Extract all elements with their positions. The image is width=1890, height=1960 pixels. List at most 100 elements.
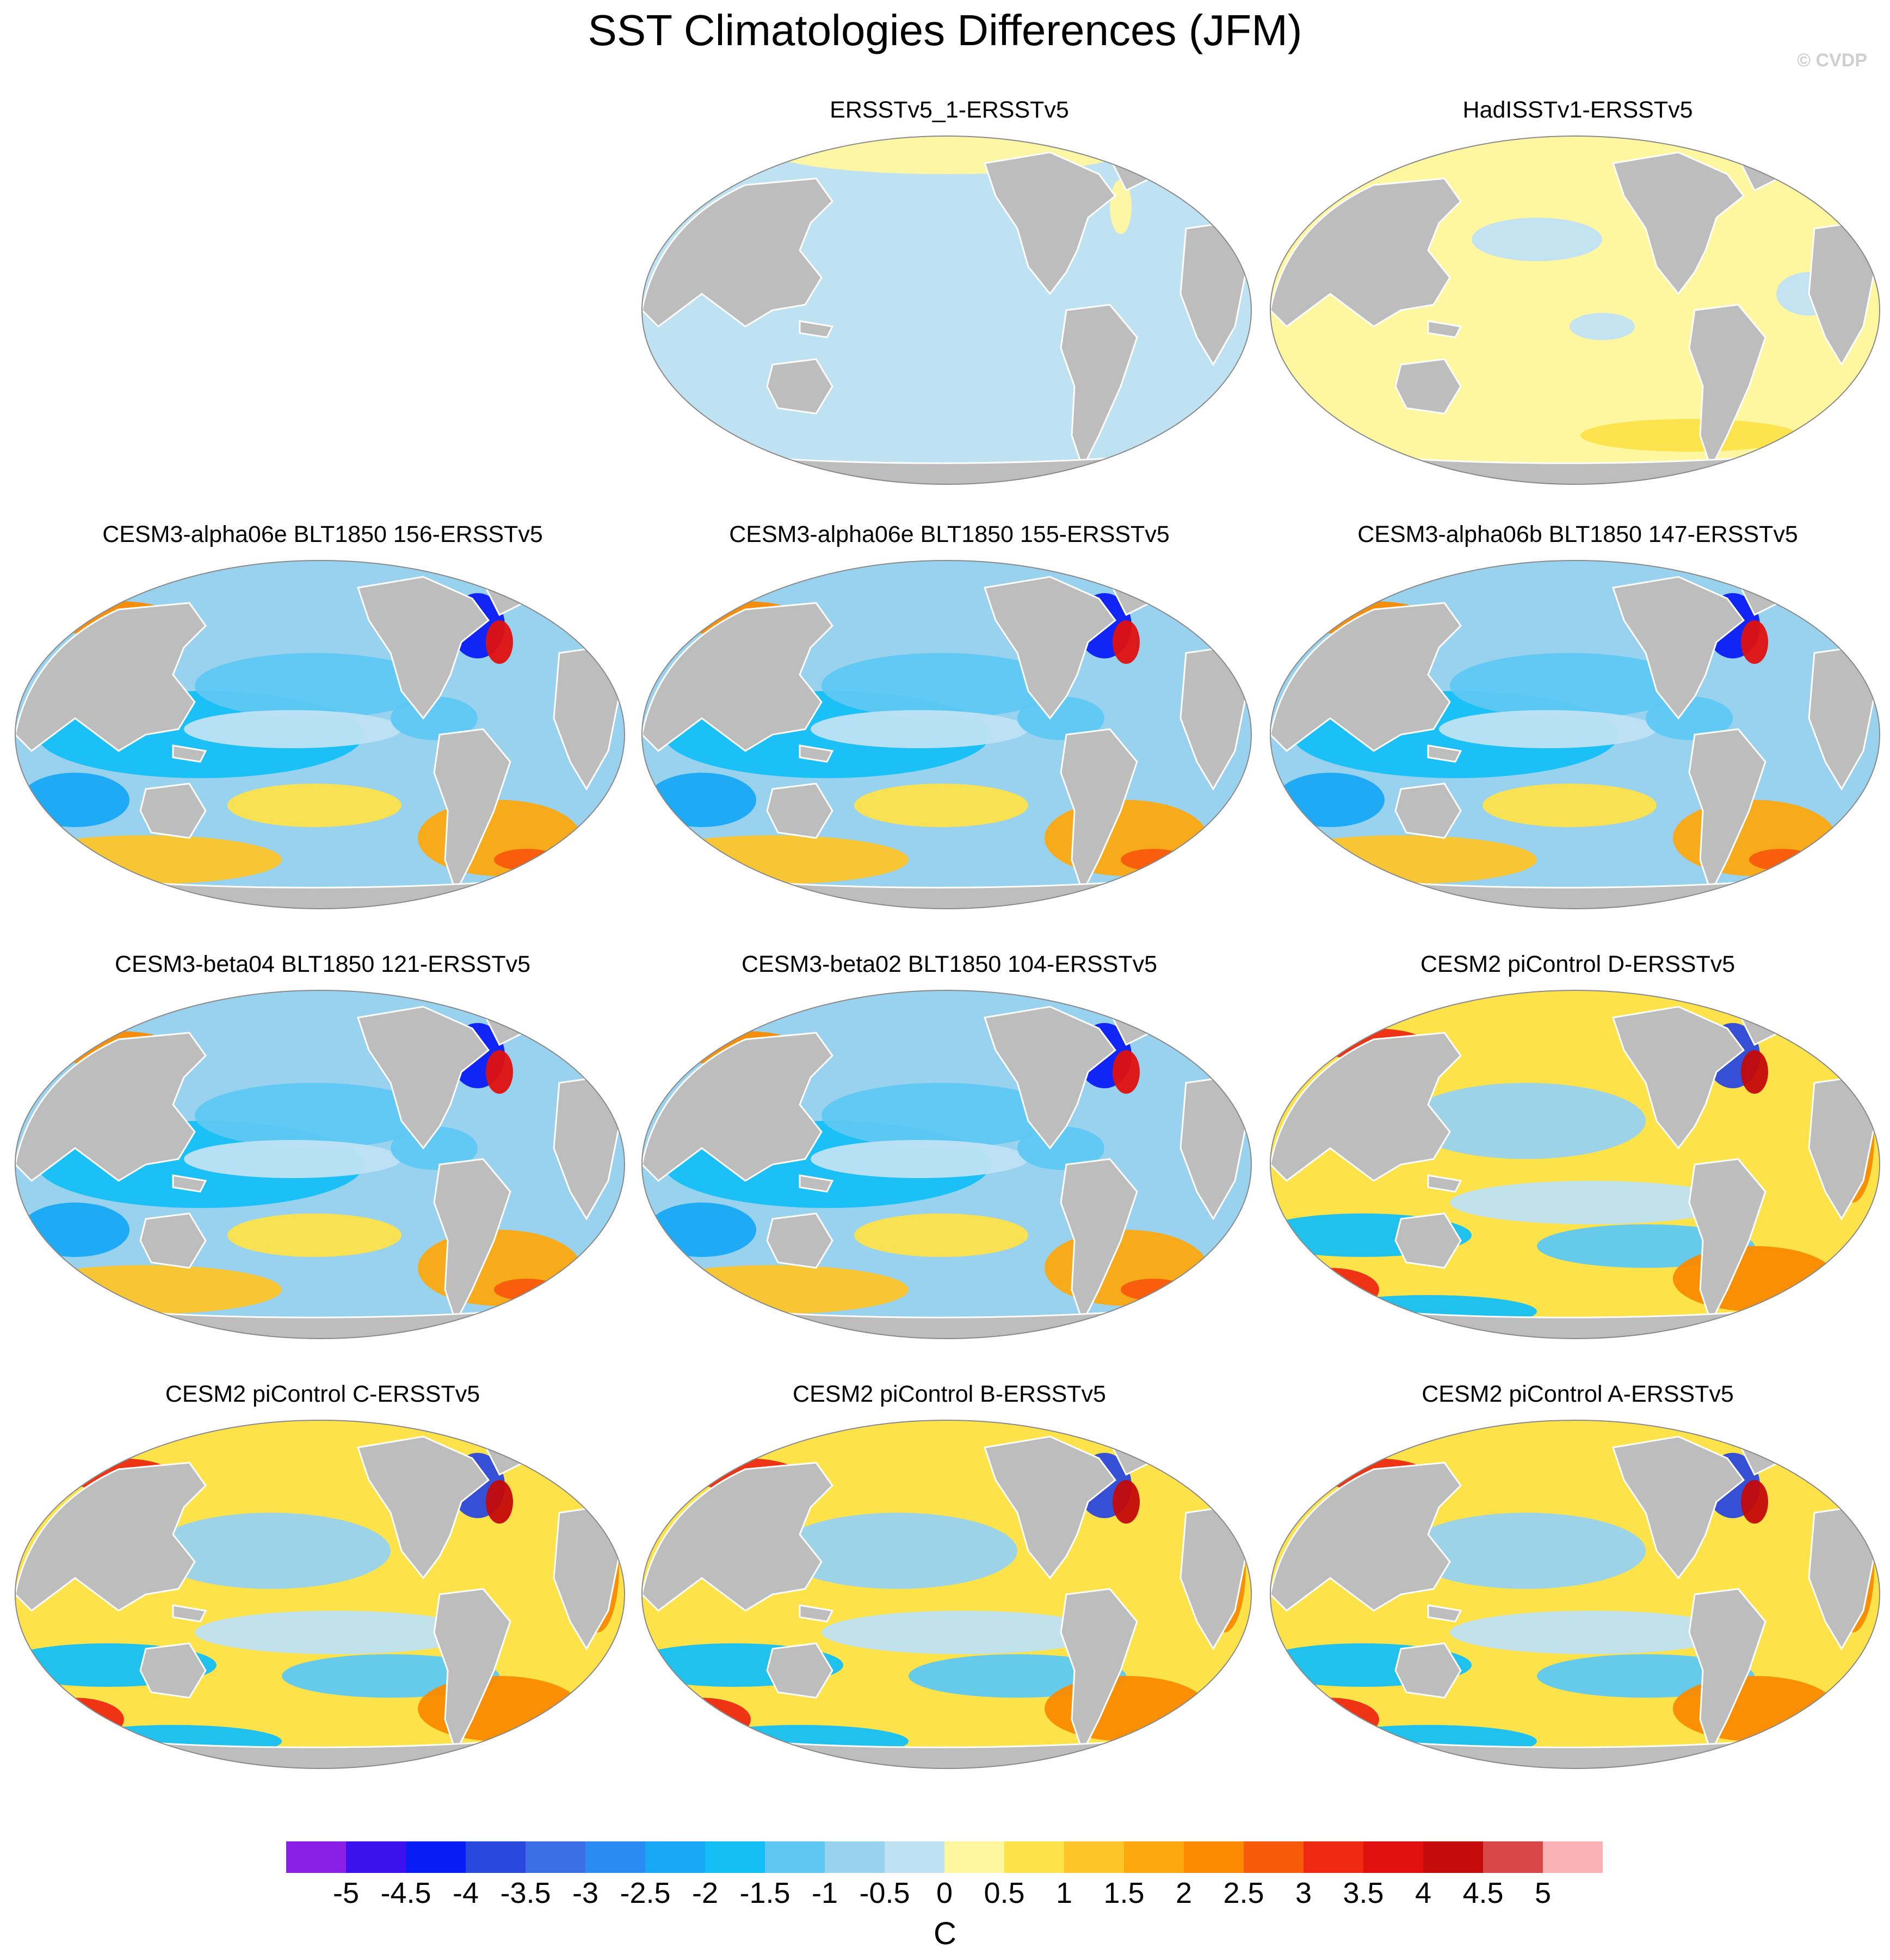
colorbar-tick-label: -3 [572,1877,599,1909]
anomaly-region [1045,1676,1208,1741]
land-mass [766,1642,833,1699]
colorbar-swatch [466,1841,526,1873]
map-panel: CESM2 piControl B-ERSSTv5 [637,1381,1262,1795]
map-outline [1270,1420,1880,1769]
panel-title: CESM2 piControl B-ERSSTv5 [793,1381,1106,1407]
anomaly-region [1741,620,1768,664]
anomaly-region [1113,1050,1140,1094]
map-panel: ERSSTv5_1-ERSSTv5 [637,97,1262,510]
anomaly-region [1570,313,1635,340]
anomaly-region [486,1050,513,1094]
map-plot [641,135,1252,485]
land-mass [1612,1435,1745,1580]
land-mass [1270,1462,1462,1612]
anomaly-region [227,1213,402,1257]
anomaly-region [1646,697,1733,740]
colorbar-tick-label: -5 [332,1877,360,1909]
colorbar-swatch [765,1841,825,1873]
map-panel: CESM2 piControl C-ERSSTv5 [10,1381,635,1795]
anomaly-region [1281,1268,1379,1311]
colorbar-swatch [1423,1841,1483,1873]
colorbar [286,1841,1603,1873]
anomaly-region [1580,419,1798,452]
land-mass [1394,782,1462,839]
map-plot [15,990,625,1339]
land-mass [139,1212,207,1269]
land-mass [1427,1174,1462,1193]
colorbar-swatch [286,1841,346,1873]
colorbar-tick-label: 2 [1175,1877,1193,1909]
land-mass [1270,177,1462,328]
anomaly-region [15,835,282,884]
anomaly-region [15,1265,282,1314]
panel-title: CESM2 piControl D-ERSSTv5 [1420,951,1735,977]
land-mass [766,1212,833,1269]
colorbar-swatch [346,1841,406,1873]
land-mass [433,1158,511,1324]
anomaly-region [822,653,1061,718]
land-mass [642,1462,833,1612]
anomaly-region [418,1676,581,1741]
colorbar-swatch [1184,1841,1244,1873]
anomaly-region [195,653,434,718]
colorbar-swatch [944,1841,1004,1873]
colorbar-tick-label: -3.5 [500,1877,551,1909]
colorbar-tick-label: 5 [1534,1877,1552,1909]
land-mass [139,1642,207,1699]
colorbar-tick-label: 0.5 [984,1877,1025,1909]
figure-title: SST Climatologies Differences (JFM) [588,6,1302,54]
colorbar-tick-label: 1 [1055,1877,1073,1909]
land-mass [642,1032,833,1182]
anomaly-region [1281,1698,1379,1741]
land-mass [357,1435,490,1580]
land-mass [1427,320,1462,338]
land-mass [799,1174,834,1193]
anomaly-region [822,1083,1061,1148]
land-mass [1060,304,1138,470]
land-mass [1688,1588,1767,1754]
anomaly-region [642,835,909,884]
colorbar-tick-label: -4.5 [380,1877,431,1909]
land-mass [1688,304,1767,470]
anomaly-region [227,784,402,827]
colorbar-tick-label: -1 [811,1877,838,1909]
map-outline [15,1420,625,1769]
colorbar-unit-label: C [934,1916,956,1951]
anomaly-region [653,1698,751,1741]
panel-title: CESM3-alpha06e BLT1850 156-ERSSTv5 [102,521,543,547]
anomaly-region [1439,710,1657,748]
colorbar-swatch [645,1841,705,1873]
panel-title: CESM3-beta02 BLT1850 104-ERSSTv5 [741,951,1158,977]
land-mass [642,602,833,752]
land-mass [15,1462,207,1612]
map-outline [641,135,1252,485]
anomaly-region [1741,1480,1768,1524]
anomaly-region [184,1140,402,1178]
land-mass [1060,1158,1138,1324]
land-mass [172,1174,207,1193]
anomaly-region [1113,620,1140,664]
anomaly-region [1406,1083,1646,1159]
anomaly-region [195,1083,434,1148]
colorbar-tick-label: -2.5 [620,1877,671,1909]
map-outline [641,990,1252,1339]
colorbar-tick-label: 4.5 [1462,1877,1504,1909]
anomaly-region [184,710,402,748]
anomaly-region [391,1126,478,1170]
land-mass [433,728,511,895]
map-outline [1270,135,1880,485]
anomaly-region [1017,1126,1104,1170]
map-plot [15,1420,625,1769]
colorbar-tick-label: 3.5 [1343,1877,1384,1909]
anomaly-region [486,1480,513,1524]
map-outline [15,560,625,909]
colorbar-tick-label: -1.5 [739,1877,790,1909]
land-mass [766,782,833,839]
colorbar-swatch [1244,1841,1304,1873]
colorbar-tick-label: -4 [452,1877,479,1909]
anomaly-region [1741,1050,1768,1094]
panel-title: CESM3-alpha06b BLT1850 147-ERSSTv5 [1357,521,1798,547]
land-mass [15,1032,207,1182]
land-mass [799,320,834,338]
anomaly-region [1749,849,1814,871]
